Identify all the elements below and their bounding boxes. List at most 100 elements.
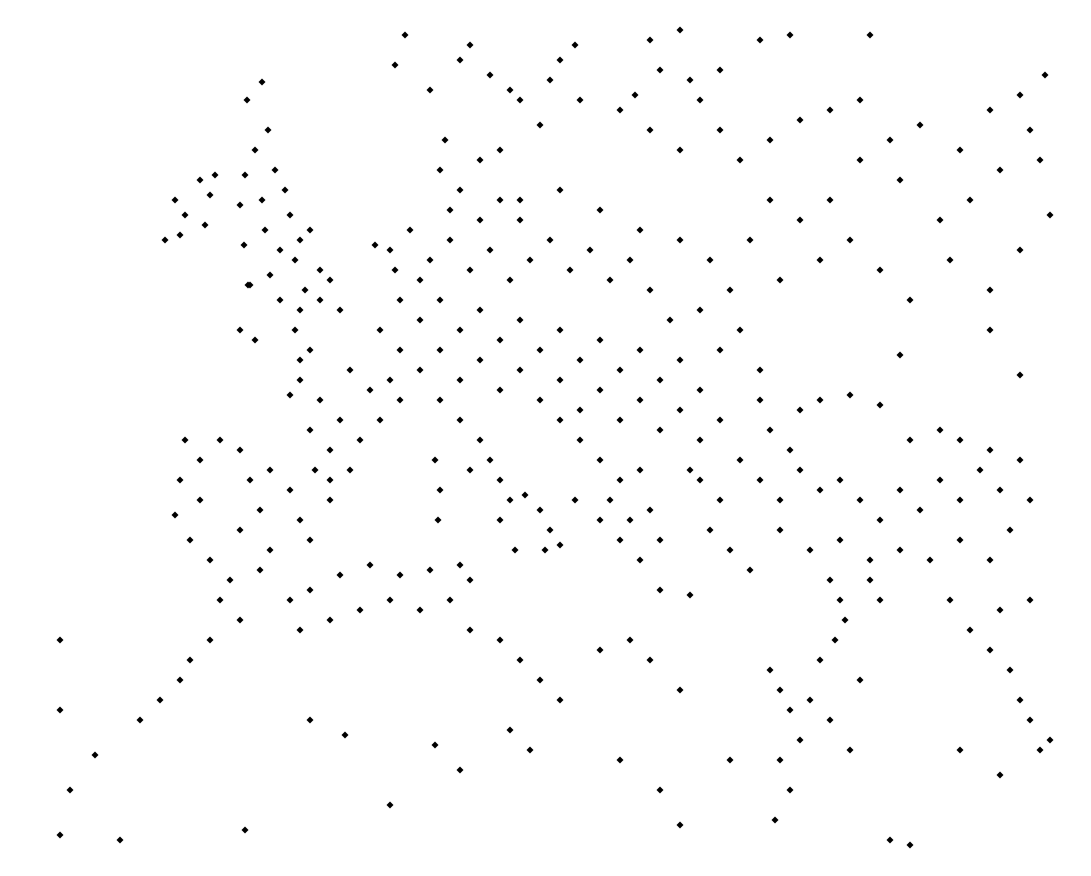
point — [216, 436, 224, 444]
point — [266, 546, 274, 554]
point — [1016, 371, 1024, 379]
point — [466, 41, 474, 49]
point — [236, 446, 244, 454]
point — [496, 196, 504, 204]
point — [936, 476, 944, 484]
point — [1036, 156, 1044, 164]
point — [986, 556, 994, 564]
point — [436, 296, 444, 304]
point — [241, 826, 249, 834]
point — [286, 486, 294, 494]
point — [296, 236, 304, 244]
point — [486, 246, 494, 254]
point — [296, 626, 304, 634]
point — [666, 316, 674, 324]
point — [431, 741, 439, 749]
point — [1016, 91, 1024, 99]
point — [496, 636, 504, 644]
point — [1026, 716, 1034, 724]
point — [56, 831, 64, 839]
point — [836, 596, 844, 604]
point — [746, 236, 754, 244]
point — [646, 656, 654, 664]
point — [244, 281, 252, 289]
point — [446, 596, 454, 604]
point — [536, 506, 544, 514]
point — [258, 78, 266, 86]
point — [246, 476, 254, 484]
point — [986, 446, 994, 454]
point — [416, 316, 424, 324]
point — [1016, 246, 1024, 254]
point — [616, 366, 624, 374]
point — [426, 86, 434, 94]
point — [386, 801, 394, 809]
point — [536, 346, 544, 354]
point — [966, 626, 974, 634]
point — [326, 476, 334, 484]
point — [766, 426, 774, 434]
point — [426, 256, 434, 264]
point — [676, 146, 684, 154]
point — [556, 416, 564, 424]
point — [326, 496, 334, 504]
point — [281, 186, 289, 194]
point — [936, 216, 944, 224]
point — [401, 31, 409, 39]
point — [556, 56, 564, 64]
point — [771, 816, 779, 824]
point — [616, 536, 624, 544]
point — [306, 226, 314, 234]
point — [236, 326, 244, 334]
point — [1026, 126, 1034, 134]
point — [816, 256, 824, 264]
point — [716, 346, 724, 354]
point — [846, 391, 854, 399]
point — [636, 226, 644, 234]
point — [646, 126, 654, 134]
point — [886, 136, 894, 144]
point — [616, 106, 624, 114]
point — [636, 396, 644, 404]
point — [876, 266, 884, 274]
point — [566, 266, 574, 274]
point — [201, 221, 209, 229]
point — [456, 416, 464, 424]
point — [311, 466, 319, 474]
point — [456, 326, 464, 334]
point — [776, 756, 784, 764]
point — [66, 786, 74, 794]
point — [786, 31, 794, 39]
point — [286, 391, 294, 399]
point — [426, 566, 434, 574]
point — [696, 386, 704, 394]
point — [816, 396, 824, 404]
point — [206, 556, 214, 564]
point — [116, 836, 124, 844]
point — [696, 306, 704, 314]
point — [456, 186, 464, 194]
point — [936, 426, 944, 434]
point — [786, 446, 794, 454]
point — [856, 676, 864, 684]
point — [796, 736, 804, 744]
point — [696, 96, 704, 104]
point — [596, 516, 604, 524]
point — [676, 821, 684, 829]
point — [391, 61, 399, 69]
point — [776, 496, 784, 504]
point — [716, 66, 724, 74]
point — [796, 406, 804, 414]
point — [536, 121, 544, 129]
point — [626, 516, 634, 524]
point — [776, 686, 784, 694]
point — [636, 346, 644, 354]
point — [596, 386, 604, 394]
point — [371, 241, 379, 249]
point — [346, 466, 354, 474]
point — [251, 336, 259, 344]
point — [376, 326, 384, 334]
point — [386, 376, 394, 384]
point — [546, 76, 554, 84]
point — [346, 366, 354, 374]
